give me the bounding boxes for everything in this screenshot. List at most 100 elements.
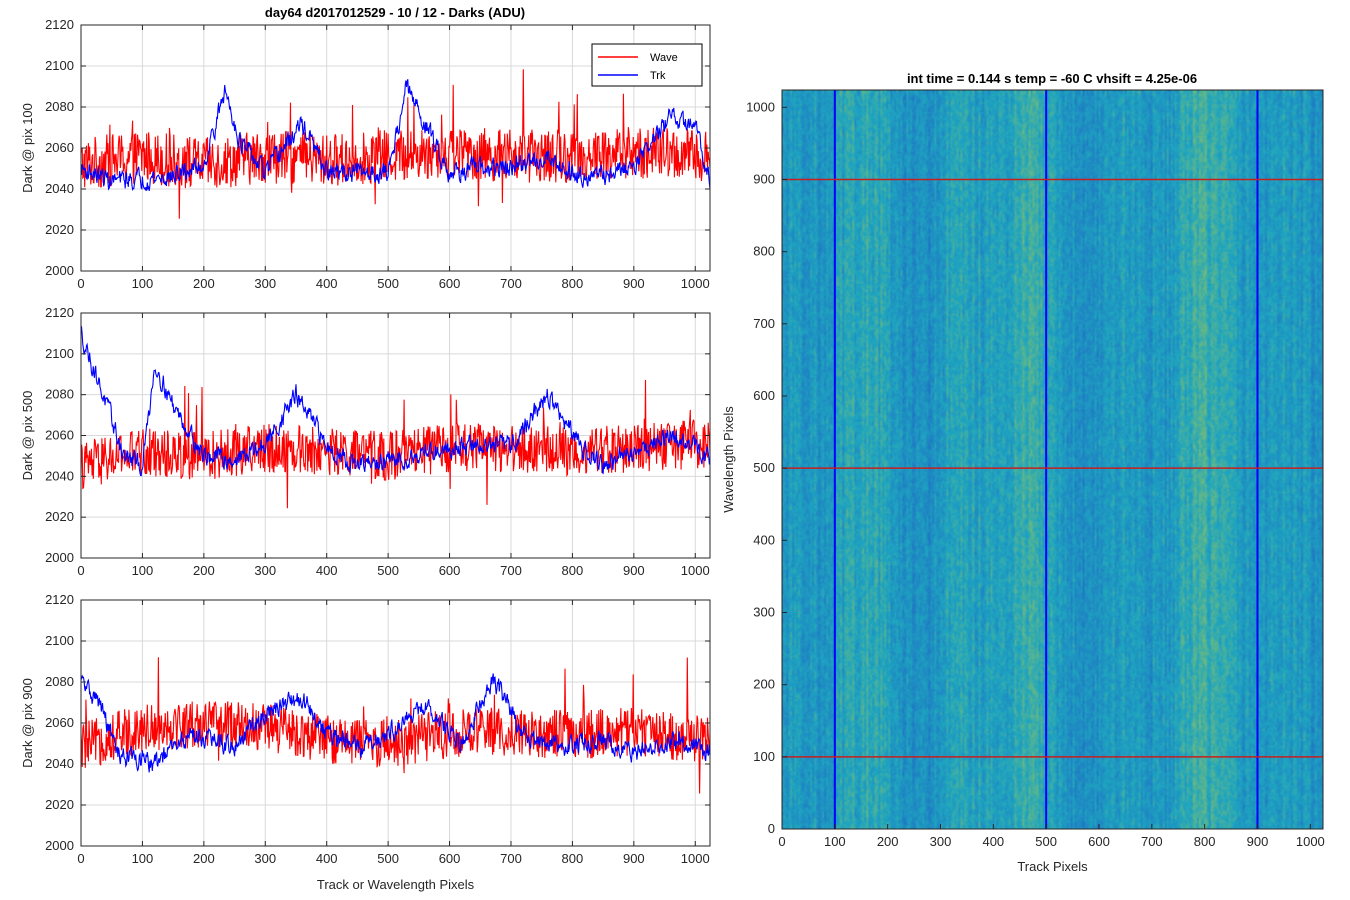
x-tick-label: 1000 (681, 851, 710, 866)
x-tick-label: 900 (1247, 834, 1269, 849)
x-tick-label: 300 (254, 851, 276, 866)
y-tick-label: 2040 (45, 181, 74, 196)
axes-box (781, 89, 1324, 830)
x-tick-label: 300 (930, 834, 952, 849)
x-tick-label: 800 (562, 851, 584, 866)
x-tick-label: 0 (77, 851, 84, 866)
y-tick-label: 2080 (45, 674, 74, 689)
x-tick-label: 800 (1194, 834, 1216, 849)
y-tick-label: 2000 (45, 263, 74, 278)
legend: Wave Trk (591, 43, 703, 87)
x-axis-label: Track Pixels (1017, 859, 1088, 874)
y-tick-label: 2040 (45, 756, 74, 771)
y-axis-label: Dark @ pix 900 (20, 678, 35, 768)
figure-title: day64 d2017012529 - 10 / 12 - Darks (ADU… (265, 5, 525, 20)
x-tick-label: 200 (193, 276, 215, 291)
heatmap-plot: int time = 0.144 s temp = -60 C vhsift =… (721, 71, 1325, 874)
x-tick-label: 400 (982, 834, 1004, 849)
x-tick-label: 900 (623, 563, 645, 578)
series-line-wave (81, 69, 710, 219)
y-tick-label: 2080 (45, 99, 74, 114)
x-tick-label: 800 (562, 563, 584, 578)
x-tick-label: 100 (824, 834, 846, 849)
x-tick-label: 1000 (1296, 834, 1325, 849)
y-tick-label: 2040 (45, 468, 74, 483)
x-tick-label: 600 (439, 563, 461, 578)
y-tick-label: 2020 (45, 509, 74, 524)
x-tick-label: 1000 (681, 276, 710, 291)
x-tick-label: 300 (254, 276, 276, 291)
y-tick-label: 2060 (45, 715, 74, 730)
x-tick-label: 100 (132, 276, 154, 291)
y-tick-label: 2000 (45, 838, 74, 853)
x-tick-label: 500 (377, 276, 399, 291)
y-tick-label: 600 (753, 388, 775, 403)
heatmap-title: int time = 0.144 s temp = -60 C vhsift =… (907, 71, 1197, 86)
y-tick-label: 2020 (45, 222, 74, 237)
x-tick-label: 200 (193, 851, 215, 866)
y-tick-label: 400 (753, 532, 775, 547)
y-tick-label: 700 (753, 316, 775, 331)
x-tick-label: 200 (193, 563, 215, 578)
x-tick-label: 700 (500, 851, 522, 866)
y-tick-label: 1000 (746, 99, 775, 114)
x-tick-label: 900 (623, 276, 645, 291)
y-axis-label: Dark @ pix 500 (20, 391, 35, 481)
x-tick-label: 600 (439, 276, 461, 291)
x-tick-label: 500 (377, 563, 399, 578)
y-tick-label: 2080 (45, 387, 74, 402)
x-tick-label: 0 (778, 834, 785, 849)
x-tick-label: 100 (132, 851, 154, 866)
x-tick-label: 400 (316, 563, 338, 578)
y-tick-label: 2060 (45, 428, 74, 443)
x-tick-label: 700 (500, 276, 522, 291)
legend-label-trk: Trk (650, 70, 666, 82)
y-tick-label: 2120 (45, 305, 74, 320)
x-tick-label: 700 (1141, 834, 1163, 849)
heatmap-image (782, 90, 1323, 829)
y-tick-label: 0 (768, 821, 775, 836)
y-tick-label: 2020 (45, 797, 74, 812)
x-tick-label: 700 (500, 563, 522, 578)
line-plot-pix-500: 0 100 200 300 400 500 600 700 800 900 1000 2000 2020… (20, 305, 711, 578)
y-tick-label: 2120 (45, 17, 74, 32)
x-tick-label: 600 (439, 851, 461, 866)
y-axis-label: Wavelength Pixels (721, 406, 736, 513)
x-tick-label: 100 (132, 563, 154, 578)
series-line-wave (81, 379, 710, 509)
x-tick-label: 200 (877, 834, 899, 849)
x-tick-label: 300 (254, 563, 276, 578)
legend-label-wave: Wave (650, 52, 678, 64)
series-line-trk (81, 673, 710, 773)
x-tick-label: 600 (1088, 834, 1110, 849)
series-line-trk (81, 325, 710, 477)
x-tick-label: 0 (77, 563, 84, 578)
y-tick-label: 300 (753, 604, 775, 619)
y-tick-label: 2000 (45, 550, 74, 565)
y-tick-label: 2100 (45, 346, 74, 361)
line-plot-pix-100: 0 100 200 300 400 500 600 700 800 900 1000 2000 2020… (20, 17, 711, 291)
y-tick-label: 900 (753, 171, 775, 186)
x-tick-label: 800 (562, 276, 584, 291)
y-tick-label: 2060 (45, 140, 74, 155)
x-tick-label: 400 (316, 276, 338, 291)
line-plot-pix-900: 0 100 200 300 400 500 600 700 800 900 1000 2000 2020… (20, 592, 711, 892)
series-line-trk (81, 79, 710, 192)
legend-box (591, 43, 703, 87)
x-tick-label: 500 (1035, 834, 1057, 849)
y-tick-label: 500 (753, 460, 775, 475)
y-tick-label: 2100 (45, 633, 74, 648)
y-tick-label: 2120 (45, 592, 74, 607)
x-axis-label: Track or Wavelength Pixels (317, 877, 475, 892)
y-axis-label: Dark @ pix 100 (20, 103, 35, 193)
x-tick-label: 500 (377, 851, 399, 866)
x-tick-label: 900 (623, 851, 645, 866)
y-tick-label: 800 (753, 244, 775, 259)
x-tick-label: 1000 (681, 563, 710, 578)
x-tick-label: 0 (77, 276, 84, 291)
x-tick-label: 400 (316, 851, 338, 866)
y-tick-label: 100 (753, 749, 775, 764)
y-tick-label: 2100 (45, 58, 74, 73)
y-tick-label: 200 (753, 677, 775, 692)
